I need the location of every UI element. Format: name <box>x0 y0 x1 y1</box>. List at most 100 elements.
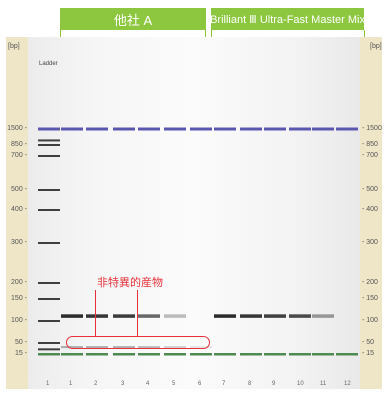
lower-marker-band <box>240 353 262 356</box>
nonspecific-band <box>164 346 186 349</box>
header-group-a: 他社 A <box>60 8 206 30</box>
upper-marker-band <box>289 127 311 131</box>
left-tick-label: 150 - <box>11 295 27 302</box>
left-tick-label: 300 - <box>11 239 27 246</box>
lower-marker-band <box>86 353 108 356</box>
upper-marker-band <box>86 127 108 131</box>
lower-marker-band <box>190 353 212 356</box>
left-tick-label: 700 - <box>11 152 27 159</box>
annotation-pointer-1 <box>95 290 96 336</box>
right-tick-label: - 300 <box>362 239 378 246</box>
right-tick-label: - 500 <box>362 186 378 193</box>
gel-image <box>28 37 360 389</box>
right-tick-label: - 50 <box>362 339 375 346</box>
right-tick-label: - 1500 <box>362 125 382 132</box>
right-axis-strip <box>360 37 382 389</box>
left-tick-label: 500 - <box>11 186 27 193</box>
upper-marker-band <box>214 127 236 131</box>
ladder-band <box>38 189 60 191</box>
ladder-band <box>38 242 60 244</box>
lane-number: 7 <box>222 381 226 387</box>
ladder-band <box>38 320 60 322</box>
lower-marker-band <box>289 353 311 356</box>
lane-number: 1 <box>46 381 50 387</box>
right-tick-label: - 200 <box>362 279 378 286</box>
upper-marker-band <box>240 127 262 131</box>
product-band <box>164 314 186 318</box>
left-tick-label: 100 - <box>11 317 27 324</box>
product-band <box>240 314 262 318</box>
lower-marker-band <box>312 353 334 356</box>
upper-marker-band <box>38 127 60 131</box>
header-group-b: Brilliant Ⅲ Ultra-Fast Master Mix <box>210 8 365 30</box>
lower-marker-band <box>336 353 358 356</box>
nonspecific-band <box>190 346 212 349</box>
ladder-band <box>38 282 60 284</box>
lane-number: 10 <box>297 381 304 387</box>
left-tick-label: 50 - <box>14 339 27 346</box>
lane-number: 5 <box>172 381 176 387</box>
nonspecific-band <box>138 346 160 349</box>
ladder-band <box>38 144 60 146</box>
upper-marker-band <box>61 127 83 131</box>
lane-number: 8 <box>248 381 252 387</box>
right-axis-unit: [bp] <box>370 43 382 50</box>
lane-number: 4 <box>146 381 150 387</box>
lane-number: 12 <box>344 381 351 387</box>
product-band <box>61 314 83 318</box>
product-band <box>86 314 108 318</box>
lane-number: 9 <box>272 381 276 387</box>
upper-marker-band <box>164 127 186 131</box>
lower-marker-band <box>264 353 286 356</box>
left-tick-label: 400 - <box>11 206 27 213</box>
right-tick-label: - 100 <box>362 317 378 324</box>
lane-number: 2 <box>94 381 98 387</box>
ladder-band <box>38 298 60 300</box>
annotation-pointer-2 <box>137 290 138 336</box>
left-tick-label: 1500 - <box>7 125 27 132</box>
nonspecific-product-label: 非特異的産物 <box>97 277 163 289</box>
upper-marker-band <box>264 127 286 131</box>
right-tick-label: - 400 <box>362 206 378 213</box>
lower-marker-band <box>113 353 135 356</box>
left-tick-label: 200 - <box>11 279 27 286</box>
upper-marker-band <box>336 127 358 131</box>
upper-marker-band <box>113 127 135 131</box>
ladder-band <box>38 348 60 351</box>
lane-number: 6 <box>198 381 202 387</box>
right-tick-label: - 150 <box>362 295 378 302</box>
product-band <box>312 314 334 318</box>
upper-marker-band <box>190 127 212 131</box>
product-band <box>264 314 286 318</box>
lower-marker-band <box>164 353 186 356</box>
product-band <box>138 314 160 318</box>
ladder-label: Ladder <box>39 61 58 67</box>
left-axis-unit: [bp] <box>8 43 20 50</box>
nonspecific-product-highlight <box>66 336 210 349</box>
product-band <box>214 314 236 318</box>
left-tick-label: 850 - <box>11 141 27 148</box>
lane-number: 1 <box>69 381 73 387</box>
lower-marker-band <box>214 353 236 356</box>
left-tick-label: 15 - <box>14 350 27 357</box>
lower-marker-band <box>61 353 83 356</box>
gel-bands <box>38 127 358 356</box>
product-band <box>113 314 135 318</box>
nonspecific-band <box>86 346 108 349</box>
upper-marker-band <box>138 127 160 131</box>
lower-marker-band <box>38 353 60 356</box>
upper-marker-band <box>312 127 334 131</box>
right-tick-label: - 15 <box>362 350 375 357</box>
right-tick-label: - 850 <box>362 141 378 148</box>
ladder-band <box>38 139 60 142</box>
lower-marker-band <box>138 353 160 356</box>
product-band <box>289 314 311 318</box>
left-axis-strip <box>6 37 28 389</box>
ladder-band <box>38 155 60 157</box>
nonspecific-band <box>113 346 135 349</box>
lane-number: 3 <box>121 381 125 387</box>
right-tick-label: - 700 <box>362 152 378 159</box>
ladder-band <box>38 209 60 211</box>
lane-number: 11 <box>320 381 327 387</box>
ladder-band <box>38 342 60 344</box>
